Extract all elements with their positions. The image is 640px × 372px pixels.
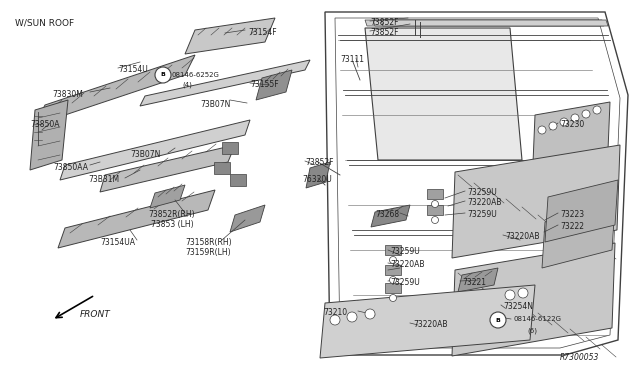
Polygon shape [60,120,250,180]
Polygon shape [371,205,410,227]
Text: 08146-6252G: 08146-6252G [172,72,220,78]
Text: 73222: 73222 [560,222,584,231]
Polygon shape [427,189,443,199]
Polygon shape [385,283,401,293]
Polygon shape [533,102,610,163]
Polygon shape [325,12,628,355]
Text: 73220AB: 73220AB [467,198,502,207]
Polygon shape [35,55,195,125]
Circle shape [390,257,397,263]
Text: 73220AB: 73220AB [505,232,540,241]
Polygon shape [306,162,330,188]
Text: FRONT: FRONT [80,310,111,319]
Text: 73154UA: 73154UA [100,238,135,247]
Polygon shape [58,190,215,248]
Circle shape [582,110,590,118]
Text: 73259U: 73259U [467,210,497,219]
Text: 73111: 73111 [340,55,364,64]
Text: 73850AA: 73850AA [53,163,88,172]
Circle shape [505,290,515,300]
Circle shape [390,295,397,301]
Text: 73268: 73268 [375,210,399,219]
Circle shape [390,276,397,283]
Polygon shape [100,145,235,192]
Circle shape [518,288,528,298]
Text: 73221: 73221 [462,278,486,287]
Polygon shape [320,285,535,358]
Text: 73853 (LH): 73853 (LH) [151,220,194,229]
Polygon shape [385,245,401,255]
Text: 73154U: 73154U [118,65,148,74]
Text: 73852F: 73852F [370,18,399,27]
Text: B: B [161,73,165,77]
Polygon shape [222,142,238,154]
Polygon shape [150,185,185,208]
Text: (4): (4) [182,82,192,89]
Polygon shape [335,18,620,348]
Polygon shape [542,205,615,268]
Polygon shape [140,60,310,106]
Polygon shape [230,174,246,186]
Circle shape [330,315,340,325]
Polygon shape [30,100,68,170]
Text: 73259U: 73259U [467,188,497,197]
Circle shape [155,67,171,83]
Polygon shape [185,18,275,54]
Text: 73230: 73230 [560,120,584,129]
Text: 73155F: 73155F [250,80,278,89]
Polygon shape [365,20,600,26]
Polygon shape [373,20,604,26]
Text: W/SUN ROOF: W/SUN ROOF [15,18,74,27]
Text: 73220AB: 73220AB [390,260,424,269]
Circle shape [365,309,375,319]
Circle shape [347,312,357,322]
Polygon shape [256,70,292,100]
Text: 73B31M: 73B31M [88,175,119,184]
Text: 73259U: 73259U [390,278,420,287]
Text: 76320U: 76320U [302,175,332,184]
Text: R7300053: R7300053 [560,353,600,362]
Polygon shape [214,162,230,174]
Text: 73223: 73223 [560,210,584,219]
Polygon shape [452,243,615,356]
Polygon shape [230,205,265,232]
Circle shape [560,118,568,126]
Text: 73830M: 73830M [52,90,83,99]
Circle shape [490,312,506,328]
Polygon shape [458,268,498,292]
Polygon shape [489,292,525,323]
Text: 08146-6122G: 08146-6122G [513,316,561,322]
Text: 73B07N: 73B07N [200,100,230,109]
Polygon shape [381,20,608,26]
Text: 73850A: 73850A [30,120,60,129]
Circle shape [549,122,557,130]
Polygon shape [385,265,401,275]
Text: (6): (6) [527,328,537,334]
Text: 73B07N: 73B07N [130,150,161,159]
Text: 73210: 73210 [323,308,347,317]
Text: 73254N: 73254N [503,302,533,311]
Polygon shape [427,205,443,215]
Text: 73220AB: 73220AB [413,320,447,329]
Text: 73852F: 73852F [305,158,333,167]
Circle shape [571,114,579,122]
Circle shape [431,201,438,208]
Polygon shape [365,28,522,160]
Text: 73159R(LH): 73159R(LH) [185,248,230,257]
Text: 73154F: 73154F [248,28,276,37]
Circle shape [593,106,601,114]
Text: 73852R(RH): 73852R(RH) [148,210,195,219]
Polygon shape [452,145,620,258]
Text: 73852F: 73852F [370,28,399,37]
Polygon shape [545,180,618,242]
Text: B: B [495,317,500,323]
Circle shape [538,126,546,134]
Text: 73259U: 73259U [390,247,420,256]
Text: 73158R(RH): 73158R(RH) [185,238,232,247]
Circle shape [431,217,438,224]
